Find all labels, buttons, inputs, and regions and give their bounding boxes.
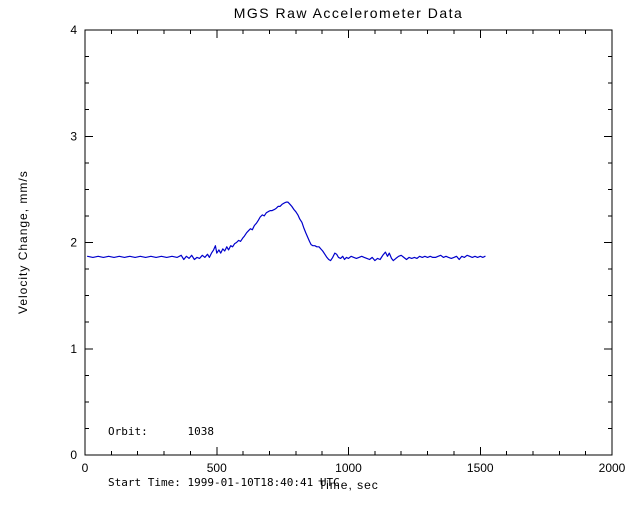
data-line: [86, 201, 486, 262]
y-tick-label: 0: [70, 448, 77, 462]
annotation-start-time: Start Time: 1999-01-10T18:40:41 UTC: [108, 476, 340, 489]
x-tick-label: 500: [207, 461, 227, 475]
y-tick-label: 1: [70, 342, 77, 356]
x-tick-label: 0: [82, 461, 89, 475]
annotation-orbit: Orbit: 1038: [108, 425, 214, 438]
x-tick-label: 2000: [599, 461, 626, 475]
chart-title: MGS Raw Accelerometer Data: [233, 5, 464, 21]
annotation-block: Orbit: 1038 Start Time: 1999-01-10T18:40…: [108, 389, 340, 512]
x-tick-label: 1000: [335, 461, 362, 475]
y-tick-label: 4: [70, 23, 77, 37]
x-tick-label: 1500: [467, 461, 494, 475]
x-axis-label: Time, sec: [318, 478, 379, 492]
y-tick-label: 2: [70, 236, 77, 250]
y-tick-label: 3: [70, 129, 77, 143]
